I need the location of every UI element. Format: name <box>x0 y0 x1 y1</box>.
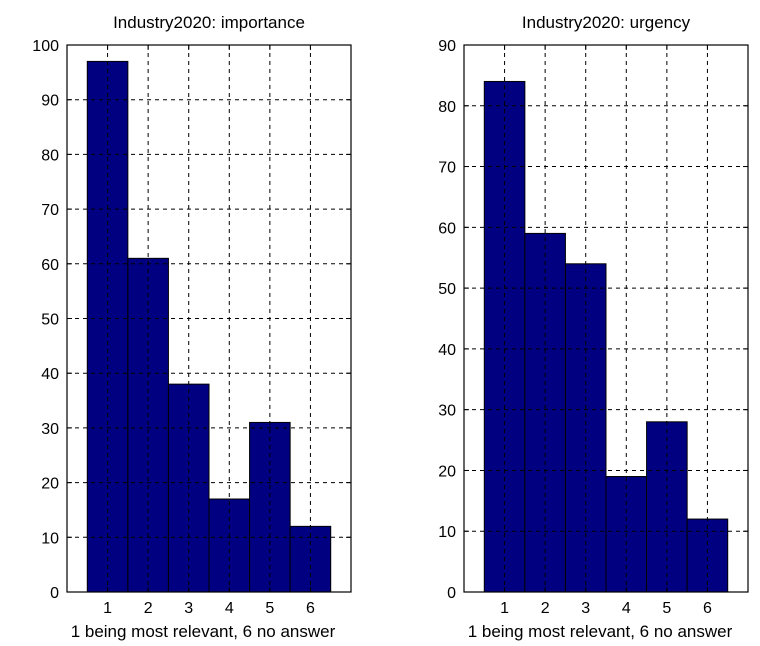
x-tick-label: 5 <box>265 600 274 617</box>
y-tick-label: 50 <box>41 312 59 329</box>
x-tick-label: 6 <box>703 600 712 617</box>
y-tick-label: 10 <box>41 530 59 547</box>
bar-5 <box>646 421 688 593</box>
y-tick-label: 30 <box>41 421 59 438</box>
y-tick-label: 20 <box>438 463 456 480</box>
y-tick-label: 60 <box>438 220 456 237</box>
urgency-chart: 0 10 20 30 40 50 60 70 80 90 1 2 3 4 5 6 Industry2020: u… <box>438 13 749 641</box>
x-tick-label: 6 <box>306 600 315 617</box>
x-tick-label: 3 <box>581 600 590 617</box>
y-tick-label: 20 <box>41 476 59 493</box>
y-tick-label: 70 <box>438 160 456 177</box>
importance-chart: 0 10 20 30 40 50 60 70 80 90 100 1 2 3 4 5 6 Industry2020… <box>32 13 352 641</box>
x-tick-label: 5 <box>662 600 671 617</box>
y-tick-label: 0 <box>447 585 456 602</box>
plot-frame <box>463 44 749 593</box>
chart-title: Industry2020: urgency <box>522 13 691 32</box>
y-tick-label: 40 <box>41 366 59 383</box>
x-tick-label: 1 <box>103 600 112 617</box>
y-tick-label: 60 <box>41 257 59 274</box>
y-tick-label: 100 <box>32 38 59 55</box>
chart-title: Industry2020: importance <box>113 13 305 32</box>
y-tick-label: 50 <box>438 281 456 298</box>
y-tick-label: 30 <box>438 403 456 420</box>
y-tick-label: 10 <box>438 524 456 541</box>
x-tick-label: 2 <box>541 600 550 617</box>
y-tick-label: 90 <box>41 93 59 110</box>
x-tick-label: 4 <box>622 600 631 617</box>
y-tick-label: 0 <box>50 585 59 602</box>
x-tick-label: 1 <box>500 600 509 617</box>
y-tick-label: 90 <box>438 38 456 55</box>
y-tick-label: 80 <box>41 147 59 164</box>
x-tick-label: 2 <box>144 600 153 617</box>
x-axis-label: 1 being most relevant, 6 no answer <box>468 622 733 641</box>
y-tick-label: 70 <box>41 202 59 219</box>
x-tick-label: 4 <box>225 600 234 617</box>
x-tick-label: 3 <box>184 600 193 617</box>
y-tick-label: 40 <box>438 342 456 359</box>
y-tick-label: 80 <box>438 99 456 116</box>
x-axis-label: 1 being most relevant, 6 no answer <box>71 622 336 641</box>
